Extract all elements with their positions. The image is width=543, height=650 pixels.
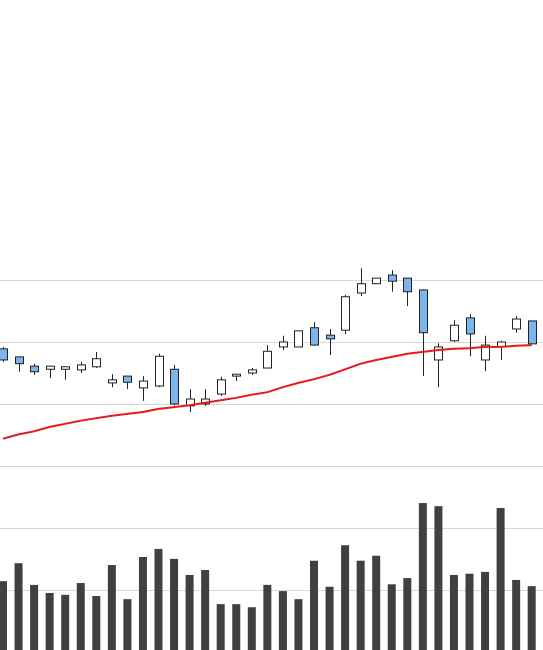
candle-body: [341, 296, 350, 331]
volume-bar: [154, 548, 163, 650]
candle-body: [450, 324, 459, 342]
volume-bar: [247, 607, 256, 650]
candle-body: [108, 379, 117, 384]
candle-body: [61, 366, 70, 370]
volume-bar: [325, 586, 334, 650]
candle-body: [170, 368, 179, 405]
volume-bar: [310, 560, 318, 650]
candle-body: [248, 369, 257, 374]
volume-bar: [0, 581, 7, 650]
candle-body: [419, 289, 428, 334]
candle-body: [372, 277, 381, 285]
volume-bar: [45, 592, 54, 650]
volume-bar: [76, 583, 85, 650]
candle-body: [123, 375, 132, 383]
moving-average: [2, 344, 532, 440]
candle-body: [139, 380, 148, 389]
candle-body: [30, 365, 39, 373]
volume-bar: [481, 571, 490, 650]
volume-bar: [496, 508, 505, 650]
candle-body: [0, 348, 8, 361]
candle-body: [155, 355, 164, 387]
volume-bar: [403, 578, 412, 650]
volume-bar: [138, 557, 147, 650]
volume-bar: [387, 584, 396, 650]
volume-bar: [294, 599, 303, 650]
volume-bar: [107, 565, 116, 650]
volume-bar: [372, 555, 381, 650]
candle-body: [92, 358, 101, 368]
volume-bar: [341, 545, 350, 650]
volume-bar: [449, 574, 458, 650]
candle-body: [326, 334, 335, 340]
volume-bar: [61, 594, 70, 650]
candle-body: [310, 327, 319, 346]
volume-bar: [14, 563, 23, 650]
candle-body: [294, 330, 303, 348]
candle-body: [15, 356, 24, 365]
volume-bar: [356, 560, 365, 650]
candle-body: [357, 283, 366, 294]
volume-bar: [527, 586, 536, 650]
candle-body: [434, 346, 443, 361]
volume-bar: [434, 506, 443, 650]
candle-body: [279, 341, 288, 348]
volume-bar: [278, 591, 287, 650]
volume-bar: [216, 604, 225, 650]
volume-bar: [512, 579, 521, 650]
volume-bar: [418, 503, 427, 650]
candle-body: [512, 318, 521, 330]
volume-bar: [201, 570, 210, 650]
volume-bar: [185, 574, 194, 650]
candle-body: [46, 365, 55, 370]
candle-body: [232, 373, 241, 377]
candle-body: [77, 364, 86, 371]
candle-body: [388, 274, 397, 282]
candle-body: [481, 344, 490, 361]
candle-body: [466, 317, 475, 335]
candle-body: [528, 320, 537, 345]
volume-bar: [232, 604, 241, 650]
volume-bar: [170, 558, 179, 650]
volume-bar: [92, 596, 101, 650]
volume-bar: [123, 599, 132, 650]
candle-body: [263, 350, 272, 369]
volume-bar: [465, 573, 474, 650]
volume-bar: [30, 584, 39, 650]
volume-bar: [263, 584, 272, 650]
candle-body: [217, 379, 226, 395]
candle-body: [403, 277, 412, 293]
